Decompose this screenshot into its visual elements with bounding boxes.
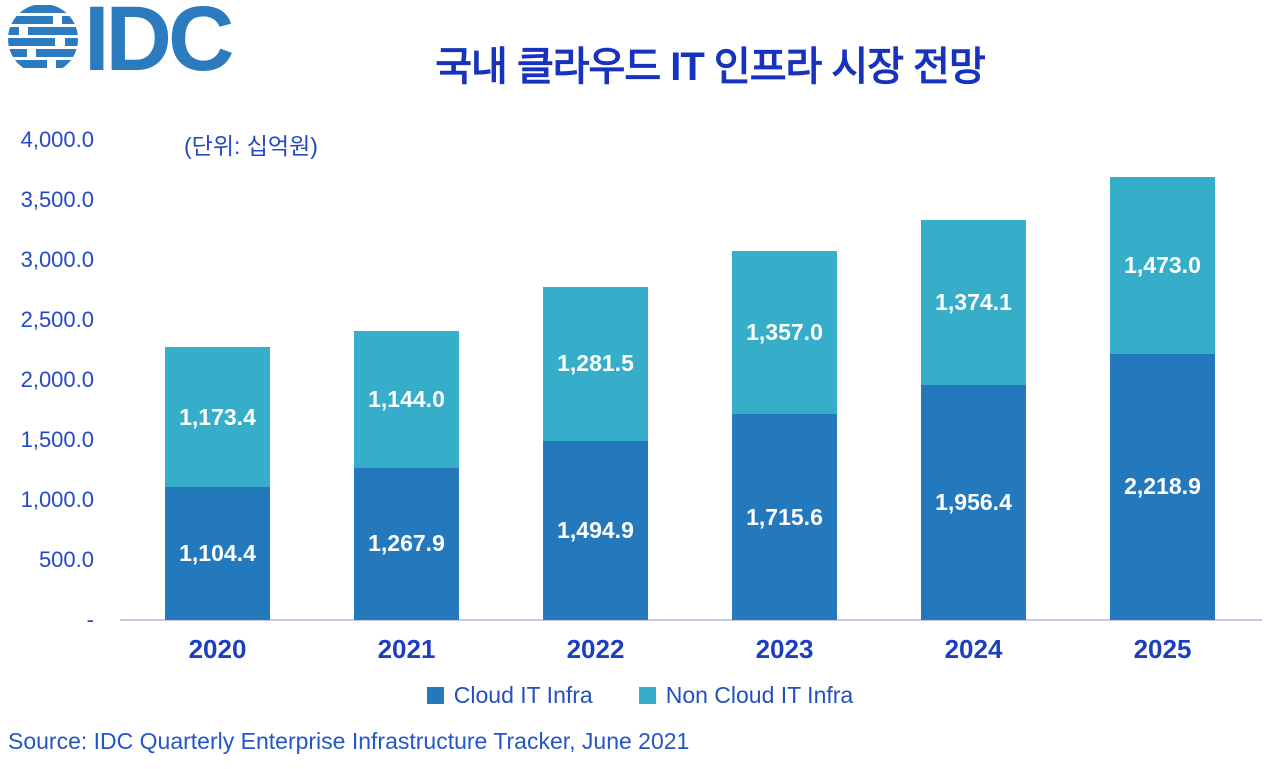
bar-segment-noncloud-2023: 1,357.0 [732, 251, 837, 415]
plot-area: 1,104.4 1,173.4 1,267.9 1,144.0 1,494.9 1,281… [120, 140, 1262, 621]
bar-value-label: 1,473.0 [1124, 251, 1201, 278]
bar-value-label: 1,357.0 [746, 319, 823, 346]
legend-swatch-icon [638, 687, 656, 704]
bar-value-label: 1,494.9 [557, 516, 634, 543]
legend-item: Cloud IT Infra [426, 682, 593, 709]
bar-segment-noncloud-2025: 1,473.0 [1110, 176, 1215, 354]
bar-segment-cloud-2025: 2,218.9 [1110, 353, 1215, 620]
idc-globe-icon [8, 5, 78, 68]
bar-segment-cloud-2020: 1,104.4 [165, 487, 270, 620]
bar-segment-noncloud-2022: 1,281.5 [543, 286, 648, 441]
y-tick-label: - [86, 607, 94, 632]
bar-value-label: 1,267.9 [368, 530, 445, 557]
bar-value-label: 1,374.1 [935, 289, 1012, 316]
legend-swatch-icon [426, 687, 444, 704]
y-tick-label: 3,000.0 [20, 247, 94, 272]
source-note: Source: IDC Quarterly Enterprise Infrast… [8, 728, 690, 754]
y-tick-label: 2,000.0 [20, 367, 94, 392]
x-axis-label-2020: 2020 [188, 634, 247, 664]
legend: Cloud IT Infra Non Cloud IT Infra [0, 682, 1280, 709]
bar-value-label: 1,144.0 [368, 385, 445, 412]
bar-value-label: 1,281.5 [557, 350, 634, 377]
bar-value-label: 1,104.4 [179, 540, 256, 567]
y-tick-label: 1,000.0 [20, 487, 94, 512]
bar-value-label: 1,715.6 [746, 503, 823, 530]
y-tick-label: 500.0 [38, 547, 94, 572]
bar-segment-cloud-2021: 1,267.9 [354, 467, 459, 620]
x-axis-label-2023: 2023 [755, 634, 814, 664]
bar-segment-cloud-2022: 1,494.9 [543, 440, 648, 620]
legend-label: Cloud IT Infra [453, 682, 593, 708]
idc-logo-text: IDC [84, 0, 234, 90]
y-tick-label: 3,500.0 [20, 187, 94, 212]
idc-logo: IDC [6, 0, 234, 90]
bar-segment-cloud-2023: 1,715.6 [732, 414, 837, 620]
bar-segment-noncloud-2024: 1,374.1 [921, 220, 1026, 386]
bar-segment-cloud-2024: 1,956.4 [921, 385, 1026, 620]
unit-label: (단위: 십억원) [184, 133, 318, 159]
legend-label: Non Cloud IT Infra [665, 682, 854, 708]
bar-value-label: 2,218.9 [1124, 473, 1201, 500]
y-tick-label: 1,500.0 [20, 427, 94, 452]
x-axis-label-2021: 2021 [377, 634, 436, 664]
y-tick-label: 4,000.0 [20, 127, 94, 152]
x-axis-label-2025: 2025 [1133, 634, 1192, 664]
y-tick-label: 2,500.0 [20, 307, 94, 332]
x-axis-label-2022: 2022 [566, 634, 625, 664]
x-axis-label-2024: 2024 [944, 634, 1003, 664]
bar-segment-noncloud-2021: 1,144.0 [354, 330, 459, 468]
bar-value-label: 1,173.4 [179, 403, 256, 430]
chart-title: 국내 클라우드 IT 인프라 시장 전망 [435, 45, 986, 89]
bar-value-label: 1,956.4 [935, 489, 1012, 516]
legend-item: Non Cloud IT Infra [638, 682, 854, 709]
bar-segment-noncloud-2020: 1,173.4 [165, 346, 270, 488]
x-axis-line [120, 619, 1262, 621]
